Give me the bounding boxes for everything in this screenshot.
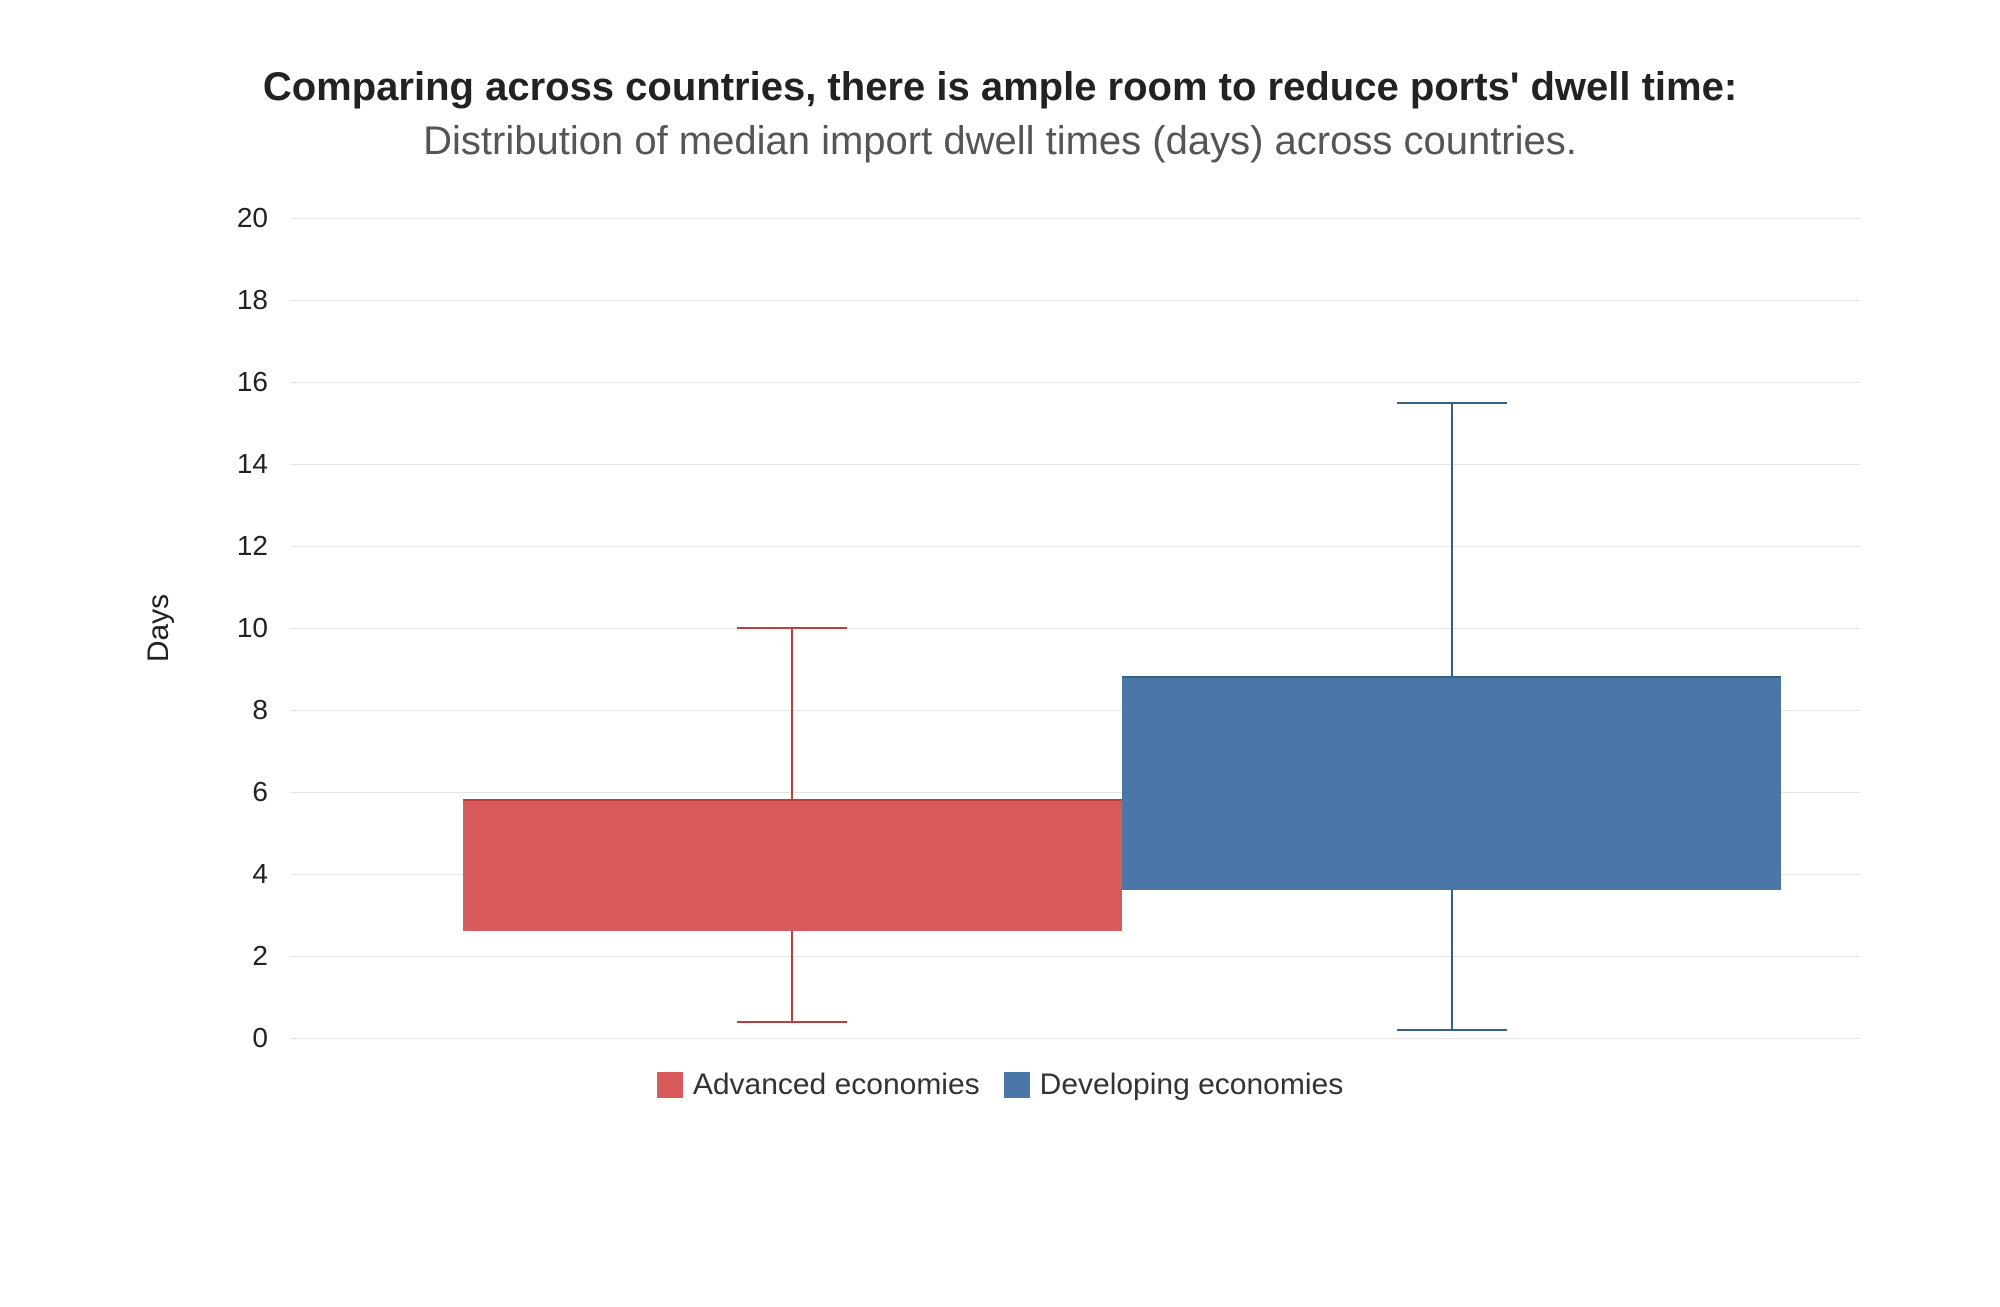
y-axis: 02468101214161820 <box>220 218 280 1038</box>
chart-container: Comparing across countries, there is amp… <box>0 0 2000 1307</box>
legend-item: Developing economies <box>1004 1068 1344 1102</box>
median-line <box>1122 676 1781 678</box>
chart-title: Comparing across countries, there is amp… <box>225 60 1775 168</box>
y-tick-label: 18 <box>237 284 268 316</box>
y-tick-label: 20 <box>237 202 268 234</box>
legend-item: Advanced economies <box>657 1068 980 1102</box>
box <box>1122 677 1781 890</box>
whisker-cap-lower <box>1397 1029 1507 1031</box>
chart-title-rest: Distribution of median import dwell time… <box>423 119 1577 163</box>
chart-title-bold: Comparing across countries, there is amp… <box>263 65 1737 109</box>
y-tick-label: 16 <box>237 366 268 398</box>
legend-swatch <box>1004 1072 1030 1098</box>
y-tick-label: 4 <box>252 858 268 890</box>
whisker-cap-upper <box>1397 402 1507 404</box>
y-axis-label: Days <box>142 594 176 662</box>
whisker-lower <box>1451 890 1453 1029</box>
y-tick-label: 0 <box>252 1022 268 1054</box>
y-tick-label: 2 <box>252 940 268 972</box>
y-tick-label: 12 <box>237 530 268 562</box>
boxplot-series <box>290 218 1860 1038</box>
y-tick-label: 10 <box>237 612 268 644</box>
plot-area <box>290 218 1860 1038</box>
whisker-upper <box>1451 403 1453 678</box>
gridline <box>290 1038 1860 1039</box>
y-tick-label: 8 <box>252 694 268 726</box>
legend-label: Advanced economies <box>693 1068 980 1102</box>
y-tick-label: 6 <box>252 776 268 808</box>
y-tick-label: 14 <box>237 448 268 480</box>
legend-label: Developing economies <box>1040 1068 1344 1102</box>
chart-plot-outer: Days 02468101214161820 <box>220 218 1860 1038</box>
legend-swatch <box>657 1072 683 1098</box>
legend: Advanced economies Developing economies <box>100 1068 1900 1106</box>
